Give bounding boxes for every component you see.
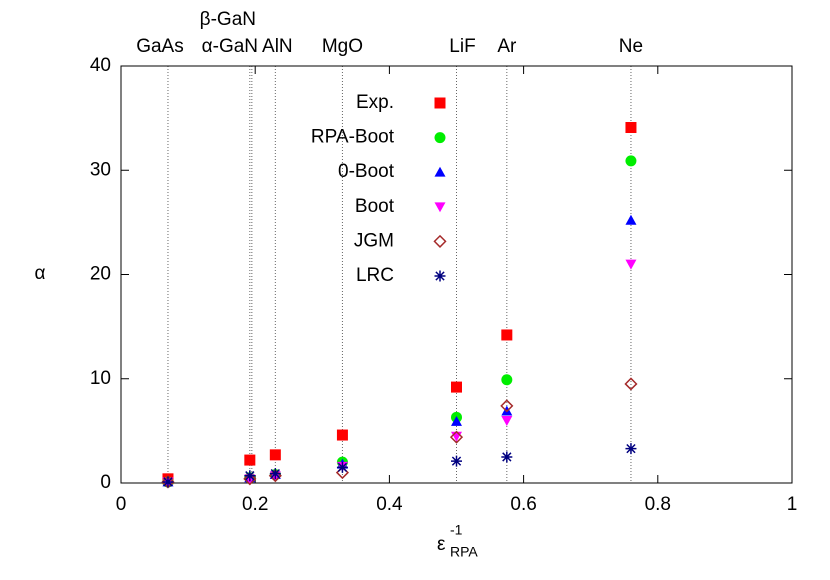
legend-label: Exp.	[356, 92, 394, 113]
marker	[625, 259, 637, 270]
marker	[244, 454, 256, 466]
marker	[162, 476, 174, 488]
marker	[625, 443, 637, 455]
top-label: LiF	[449, 36, 475, 57]
marker	[501, 451, 513, 463]
marker	[269, 468, 281, 480]
legend-label: RPA-Boot	[311, 127, 395, 148]
marker	[501, 374, 513, 386]
marker	[336, 429, 348, 441]
y-tick-label: 20	[90, 264, 111, 285]
legend-marker	[433, 234, 447, 248]
y-tick-label: 30	[90, 159, 111, 180]
legend-marker	[434, 270, 446, 282]
legend-label: 0-Boot	[338, 161, 395, 182]
top-label: Ne	[619, 36, 643, 57]
y-tick-label: 40	[90, 55, 111, 76]
top-label: α-GaN	[202, 36, 258, 57]
x-axis-label-sup: -1	[450, 522, 463, 538]
legend-label: Boot	[355, 196, 395, 217]
x-tick-label: 1	[787, 494, 798, 515]
x-tick-label: 0.6	[510, 494, 536, 515]
legend-marker	[434, 132, 446, 144]
top-label: GaAs	[136, 36, 184, 57]
top-label: β-GaN	[200, 9, 256, 30]
legend-marker	[434, 202, 446, 213]
marker	[451, 431, 462, 442]
marker	[451, 455, 462, 467]
marker	[269, 449, 281, 461]
x-axis-label-sub: RPA	[450, 544, 478, 560]
marker	[449, 430, 464, 444]
top-label: Ar	[497, 36, 517, 57]
y-tick-label: 0	[100, 472, 111, 493]
marker	[625, 214, 637, 225]
legend-marker	[434, 97, 446, 109]
marker	[501, 416, 513, 426]
legend-marker	[434, 166, 446, 177]
legend-label: JGM	[354, 230, 394, 251]
x-axis-label: ε	[437, 534, 446, 555]
marker	[336, 461, 348, 473]
marker	[501, 329, 513, 341]
marker	[243, 472, 257, 486]
top-label: AlN	[262, 36, 293, 57]
marker	[244, 470, 256, 482]
marker	[625, 155, 637, 167]
legend-label: LRC	[356, 265, 394, 286]
x-tick-label: 0.8	[645, 494, 671, 515]
y-axis-label: α	[35, 263, 46, 284]
x-tick-label: 0	[116, 494, 127, 515]
top-label: MgO	[322, 36, 363, 57]
x-tick-label: 0.4	[376, 494, 403, 515]
marker	[500, 399, 514, 413]
x-tick-label: 0.2	[242, 494, 268, 515]
marker	[625, 122, 637, 134]
marker	[451, 415, 462, 426]
y-tick-label: 10	[90, 368, 111, 389]
marker	[624, 377, 638, 391]
marker	[451, 381, 462, 393]
